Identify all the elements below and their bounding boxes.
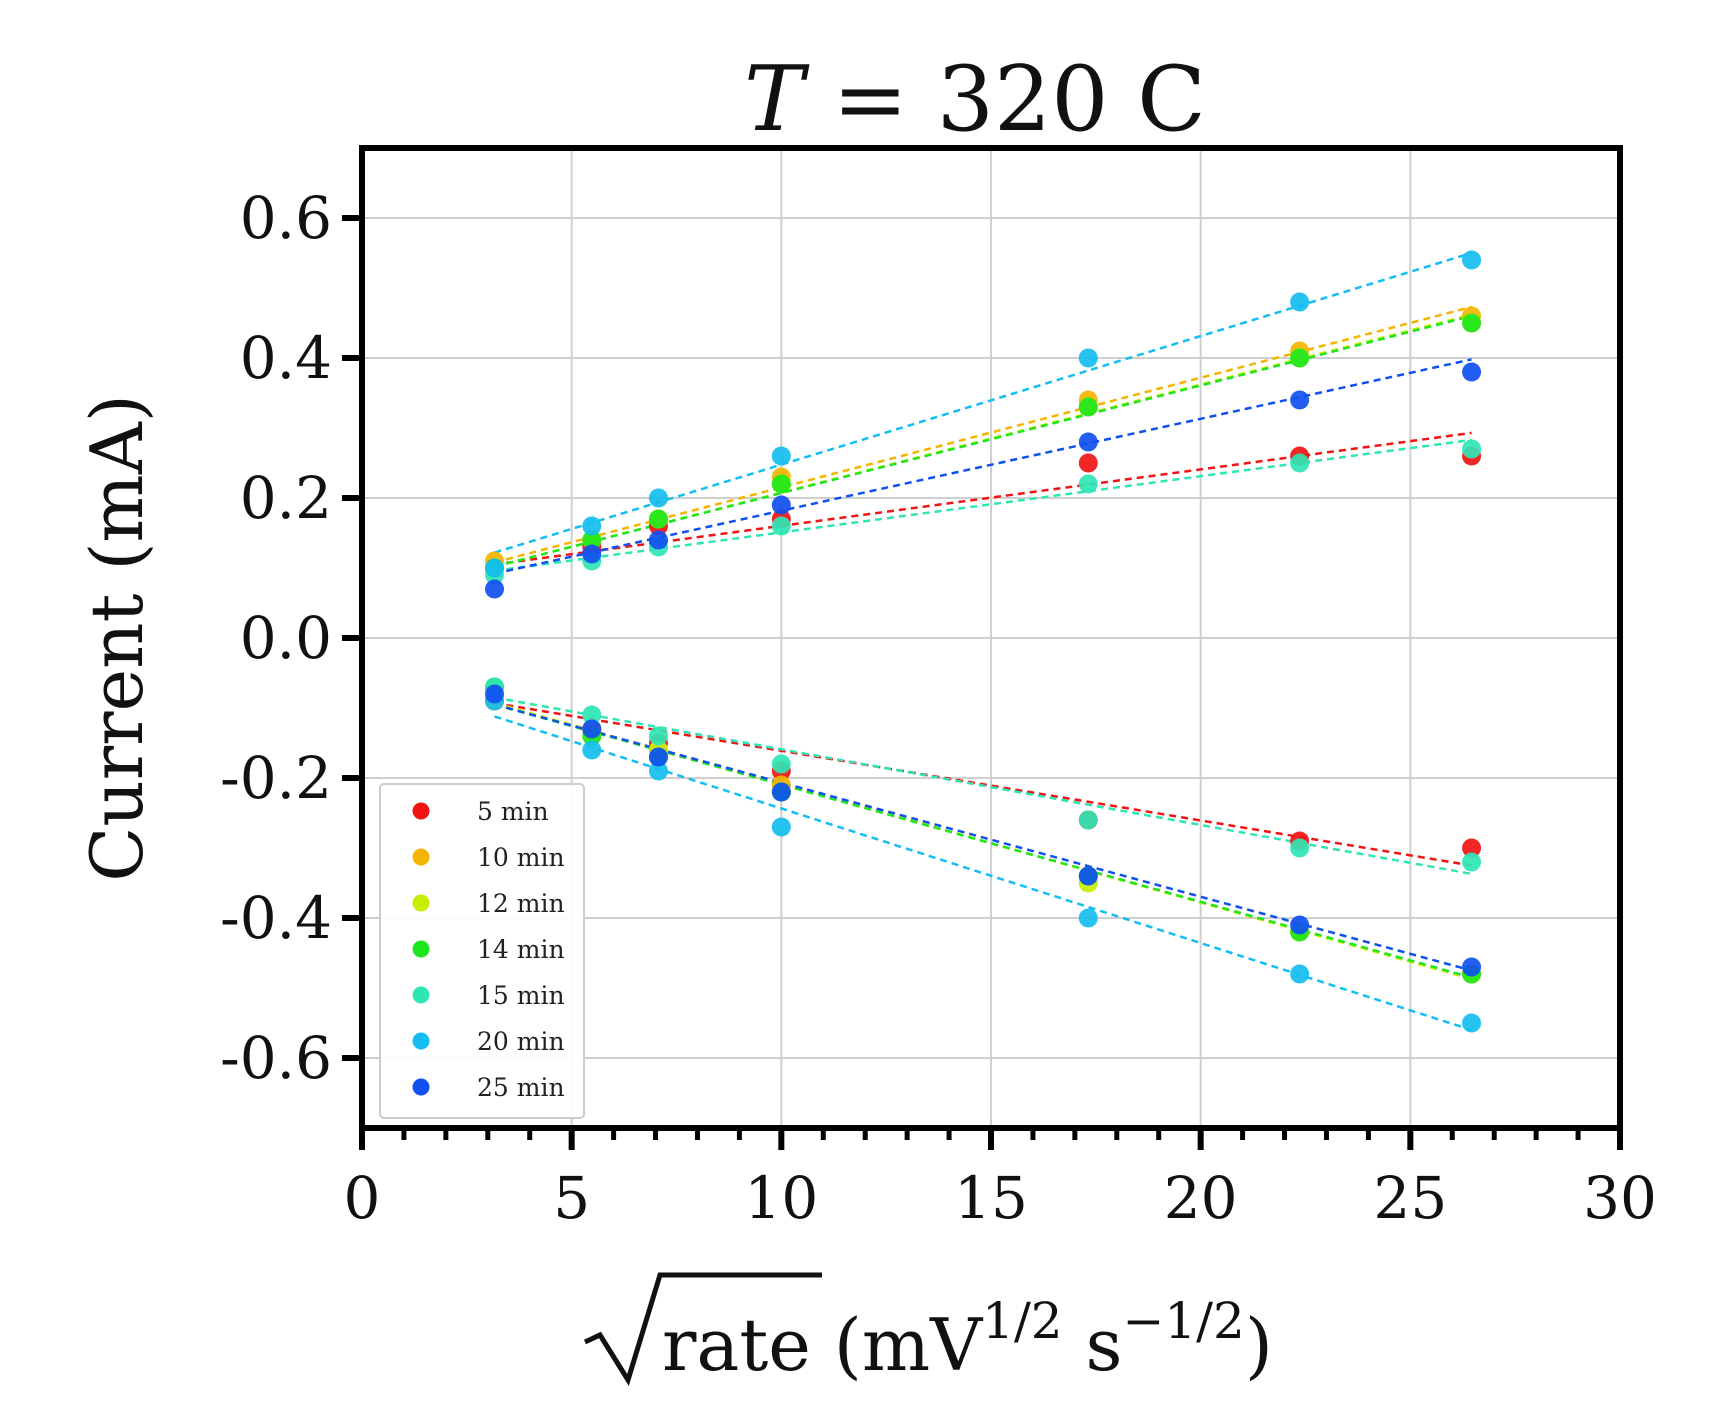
- legend-marker: [412, 1078, 430, 1096]
- legend-marker: [412, 940, 430, 958]
- data-point-anodic: [485, 558, 505, 578]
- x-tick-label: 0: [344, 1164, 381, 1232]
- data-point-anodic: [582, 516, 602, 536]
- data-point-anodic: [648, 509, 668, 529]
- data-point-cathodic: [1290, 915, 1310, 935]
- legend-marker: [412, 986, 430, 1004]
- data-point-cathodic: [771, 754, 791, 774]
- data-point-anodic: [582, 544, 602, 564]
- x-tick-label: 25: [1373, 1164, 1447, 1232]
- legend: 5 min 10 min 12 min 14 min 15 min 20 min 25 mi…: [379, 783, 585, 1119]
- data-point-cathodic: [1462, 1013, 1482, 1033]
- x-axis-ticks: 0 5 10 15 20 25 30: [344, 1128, 1657, 1232]
- legend-label: 20 min: [477, 1027, 565, 1056]
- legend-label: 10 min: [477, 843, 565, 872]
- data-point-anodic: [1290, 453, 1310, 473]
- legend-label: 5 min: [477, 797, 549, 826]
- y-tick-label: -0.2: [220, 744, 332, 812]
- data-point-anodic: [771, 446, 791, 466]
- data-point-anodic: [1462, 313, 1482, 333]
- legend-marker: [412, 894, 430, 912]
- y-tick-label: -0.6: [220, 1024, 332, 1092]
- x-label-radicand: rate: [662, 1303, 811, 1387]
- grid: [362, 148, 1620, 1128]
- y-tick-label: 0.6: [240, 184, 332, 252]
- data-point-anodic: [1078, 348, 1098, 368]
- data-point-anodic: [1290, 292, 1310, 312]
- data-point-anodic: [1462, 250, 1482, 270]
- data-point-cathodic: [1290, 838, 1310, 858]
- chart-title: T = 320 C: [744, 47, 1206, 152]
- data-point-anodic: [1078, 474, 1098, 494]
- fit-line-cathodic: [494, 696, 1472, 876]
- data-point-cathodic: [1078, 810, 1098, 830]
- data-point-anodic: [1078, 432, 1098, 452]
- x-label-exp2: −1/2: [1122, 1292, 1244, 1350]
- data-point-anodic: [771, 495, 791, 515]
- data-points: [485, 250, 1482, 1033]
- fit-line-anodic: [494, 358, 1472, 575]
- x-label-exp1: 1/2: [982, 1292, 1062, 1350]
- data-point-anodic: [648, 488, 668, 508]
- x-label-unit-close: ): [1245, 1303, 1273, 1387]
- sqrt-symbol: [583, 1272, 822, 1386]
- title-variable: T: [744, 47, 810, 152]
- y-axis-ticks: 0.6 0.4 0.2 0.0 -0.2 -0.4 -0.6: [220, 184, 362, 1092]
- data-point-anodic: [771, 474, 791, 494]
- data-point-anodic: [1290, 348, 1310, 368]
- data-point-cathodic: [648, 726, 668, 746]
- y-tick-label: -0.4: [220, 884, 332, 952]
- x-axis-label: rate (mV1/2 s−1/2): [583, 1272, 1273, 1387]
- title-rest: = 320 C: [804, 47, 1206, 152]
- x-tick-label: 5: [553, 1164, 590, 1232]
- data-point-anodic: [1462, 439, 1482, 459]
- data-point-anodic: [485, 579, 505, 599]
- y-tick-label: 0.4: [240, 324, 332, 392]
- y-axis-label: Current (mA): [75, 394, 159, 882]
- y-tick-label: 0.2: [240, 464, 332, 532]
- data-point-cathodic: [648, 747, 668, 767]
- data-point-cathodic: [1290, 964, 1310, 984]
- x-tick-label: 15: [954, 1164, 1028, 1232]
- legend-label: 15 min: [477, 981, 565, 1010]
- legend-label: 25 min: [477, 1073, 565, 1102]
- data-point-anodic: [1290, 390, 1310, 410]
- legend-label: 12 min: [477, 889, 565, 918]
- data-point-cathodic: [582, 719, 602, 739]
- data-point-cathodic: [1078, 908, 1098, 928]
- data-point-cathodic: [771, 782, 791, 802]
- data-point-anodic: [582, 530, 602, 550]
- data-point-anodic: [1078, 397, 1098, 417]
- x-label-unit-open: (mV: [811, 1303, 984, 1387]
- legend-marker: [412, 848, 430, 866]
- x-tick-label: 30: [1583, 1164, 1657, 1232]
- fit-line-cathodic: [494, 701, 1472, 867]
- data-point-cathodic: [1462, 838, 1482, 858]
- x-tick-label: 10: [744, 1164, 818, 1232]
- data-point-cathodic: [582, 705, 602, 725]
- data-point-anodic: [771, 516, 791, 536]
- data-point-cathodic: [485, 684, 505, 704]
- legend-box: [379, 783, 585, 1119]
- data-point-anodic: [648, 530, 668, 550]
- data-point-anodic: [1078, 453, 1098, 473]
- x-label-s: s: [1063, 1303, 1123, 1387]
- svg-text:rate (mV1/2 s−1/2): rate (mV1/2 s−1/2): [662, 1292, 1273, 1387]
- data-point-cathodic: [1462, 852, 1482, 872]
- data-point-cathodic: [582, 740, 602, 760]
- x-tick-label: 20: [1164, 1164, 1238, 1232]
- data-point-cathodic: [1462, 957, 1482, 977]
- data-point-cathodic: [1078, 866, 1098, 886]
- y-tick-label: 0.0: [240, 604, 332, 672]
- legend-label: 14 min: [477, 935, 565, 964]
- data-point-cathodic: [771, 817, 791, 837]
- legend-marker: [412, 802, 430, 820]
- data-point-cathodic: [648, 761, 668, 781]
- data-point-anodic: [1462, 362, 1482, 382]
- legend-marker: [412, 1032, 430, 1050]
